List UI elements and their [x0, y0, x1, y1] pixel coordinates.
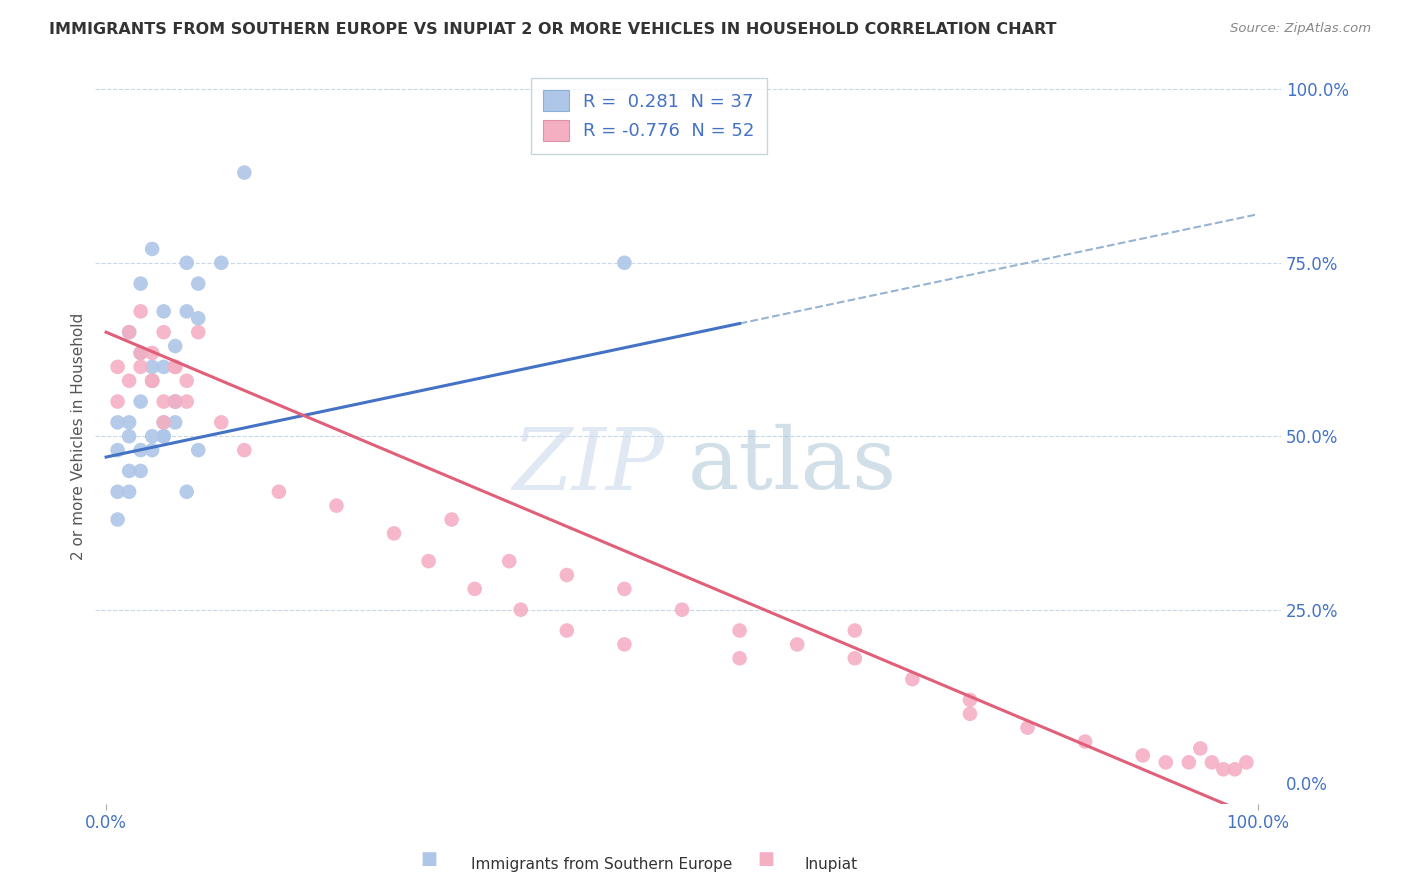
Point	[118, 416, 141, 430]
Point	[118, 374, 141, 388]
Point	[129, 346, 152, 360]
Point	[165, 359, 187, 374]
Point	[152, 416, 174, 430]
Point	[1074, 734, 1097, 748]
Point	[107, 484, 129, 499]
Point	[901, 672, 924, 686]
Point	[176, 304, 198, 318]
Point	[107, 394, 129, 409]
Point	[1212, 762, 1234, 776]
Point	[464, 582, 486, 596]
Point	[129, 359, 152, 374]
Point	[209, 416, 232, 430]
Point	[187, 311, 209, 326]
Point	[152, 394, 174, 409]
Point	[176, 374, 198, 388]
Y-axis label: 2 or more Vehicles in Household: 2 or more Vehicles in Household	[72, 312, 86, 560]
Point	[107, 512, 129, 526]
Point	[440, 512, 463, 526]
Point	[118, 325, 141, 339]
Text: IMMIGRANTS FROM SOUTHERN EUROPE VS INUPIAT 2 OR MORE VEHICLES IN HOUSEHOLD CORRE: IMMIGRANTS FROM SOUTHERN EUROPE VS INUPI…	[49, 22, 1057, 37]
Point	[187, 325, 209, 339]
Point	[165, 394, 187, 409]
Point	[141, 374, 163, 388]
Point	[382, 526, 405, 541]
Point	[152, 304, 174, 318]
Point	[786, 637, 808, 651]
Point	[555, 624, 578, 638]
Point	[613, 637, 636, 651]
Text: Immigrants from Southern Europe: Immigrants from Southern Europe	[471, 857, 733, 872]
Point	[613, 256, 636, 270]
Text: Source: ZipAtlas.com: Source: ZipAtlas.com	[1230, 22, 1371, 36]
Point	[129, 304, 152, 318]
Text: Inupiat: Inupiat	[804, 857, 858, 872]
Point	[1132, 748, 1154, 763]
Point	[129, 443, 152, 458]
Point	[671, 603, 693, 617]
Point	[107, 359, 129, 374]
Text: ■: ■	[420, 850, 437, 868]
Point	[498, 554, 520, 568]
Point	[555, 568, 578, 582]
Point	[118, 484, 141, 499]
Text: ZIP: ZIP	[512, 425, 664, 507]
Point	[209, 256, 232, 270]
Point	[1201, 756, 1223, 770]
Point	[1017, 721, 1039, 735]
Point	[187, 443, 209, 458]
Point	[129, 277, 152, 291]
Point	[165, 359, 187, 374]
Point	[129, 346, 152, 360]
Point	[152, 416, 174, 430]
Point	[844, 651, 866, 665]
Point	[176, 394, 198, 409]
Point	[728, 624, 751, 638]
Point	[141, 374, 163, 388]
Point	[1234, 756, 1257, 770]
Point	[152, 325, 174, 339]
Point	[129, 394, 152, 409]
Point	[959, 706, 981, 721]
Point	[152, 359, 174, 374]
Point	[141, 374, 163, 388]
Point	[187, 277, 209, 291]
Point	[141, 359, 163, 374]
Point	[728, 651, 751, 665]
Text: atlas: atlas	[688, 424, 897, 508]
Point	[141, 346, 163, 360]
Point	[152, 429, 174, 443]
Point	[107, 416, 129, 430]
Point	[176, 256, 198, 270]
Point	[165, 394, 187, 409]
Text: ■: ■	[758, 850, 775, 868]
Point	[107, 443, 129, 458]
Point	[118, 464, 141, 478]
Point	[118, 325, 141, 339]
Point	[1189, 741, 1212, 756]
Point	[1223, 762, 1246, 776]
Point	[613, 582, 636, 596]
Point	[165, 394, 187, 409]
Point	[165, 339, 187, 353]
Point	[141, 429, 163, 443]
Point	[129, 464, 152, 478]
Point	[267, 484, 290, 499]
Point	[141, 242, 163, 256]
Point	[118, 429, 141, 443]
Point	[844, 624, 866, 638]
Point	[509, 603, 531, 617]
Point	[325, 499, 347, 513]
Point	[959, 693, 981, 707]
Point	[141, 443, 163, 458]
Point	[152, 429, 174, 443]
Point	[233, 165, 256, 179]
Point	[418, 554, 440, 568]
Legend: R =  0.281  N = 37, R = -0.776  N = 52: R = 0.281 N = 37, R = -0.776 N = 52	[530, 78, 768, 153]
Point	[1178, 756, 1201, 770]
Point	[1154, 756, 1177, 770]
Point	[233, 443, 256, 458]
Point	[176, 484, 198, 499]
Point	[165, 416, 187, 430]
